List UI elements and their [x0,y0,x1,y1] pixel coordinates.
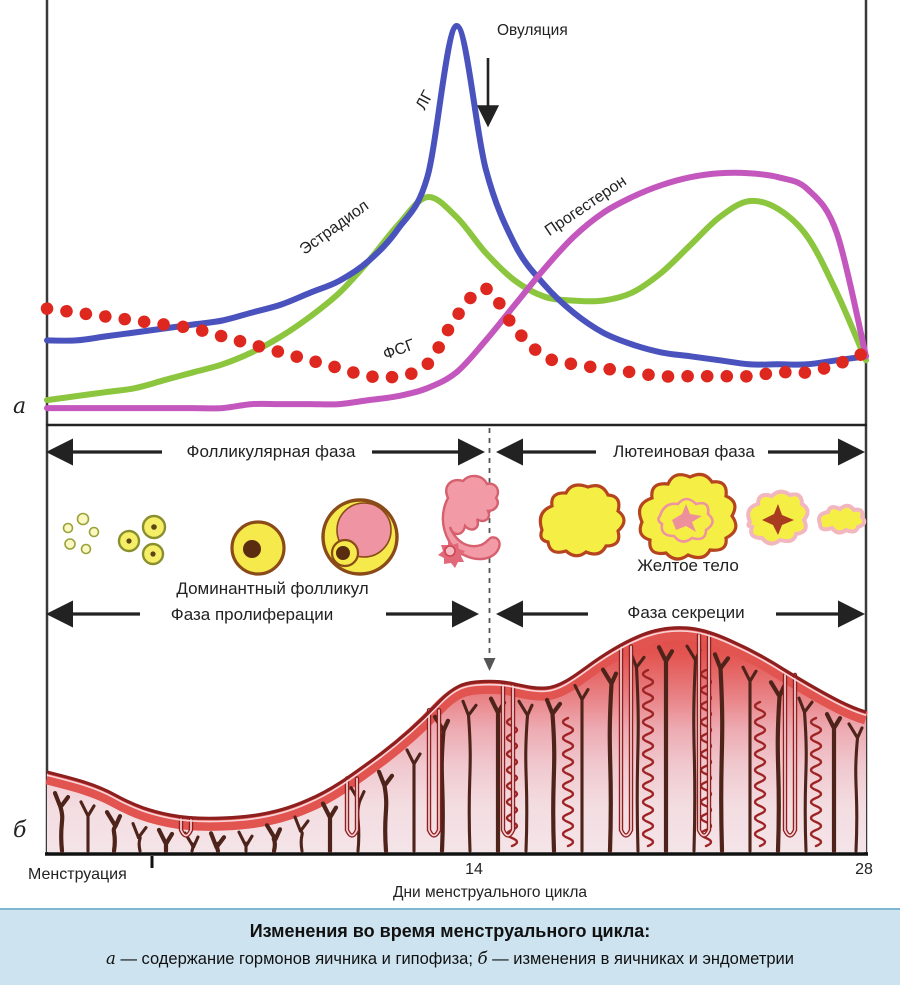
corpus-albicans-icon [817,503,867,535]
ovulation-label: Овуляция [497,22,568,39]
caption-a-text: — содержание гормонов яичника и гипофиза… [115,950,478,968]
endometrial-gland [79,800,96,853]
endometrial-crypt-inner [502,684,514,837]
caption-b-text: — изменения в яичниках и эндометрии [487,950,794,968]
dominant-follicle-label: Доминантный фолликул [176,579,369,598]
luteal-phase-label: Лютеиновая фаза [613,442,755,461]
endometrial-crypt-inner [346,777,358,837]
x-axis-title: Дни менструального цикла [392,884,588,901]
endometrial-gland [847,722,864,853]
endometrial-gland [237,830,254,853]
endometrial-gland [600,667,619,854]
endometrial-gland [264,823,283,854]
endometrial-gland [131,822,148,853]
endometrial-gland [544,697,563,854]
endometrial-gland [104,810,123,854]
day-28-tick-label: 28 [855,861,873,878]
endometrial-crypt-inner [784,674,796,837]
caption-title: Изменения во время менструального цикла: [249,921,651,941]
spiral-artery [809,716,823,848]
endometrial-crypt-inner [620,645,632,837]
endometrial-gland [712,652,731,854]
endometrium-glands [52,632,864,854]
endometrial-gland [824,712,843,854]
endometrium-illustration [47,626,866,854]
proliferation-phase-label: Фаза пролиферации [170,605,334,624]
secretion-phase-label: Фаза секреции [627,603,745,622]
endometrial-gland [573,684,590,853]
curve-estradiol [44,194,869,404]
endometrial-gland [293,815,310,853]
secondary-follicle-icon [230,520,286,576]
spiral-artery [753,700,767,848]
endometrial-gland [797,696,814,853]
endometrial-gland [461,699,478,853]
corpus-luteum-early-icon [538,483,626,558]
endometrial-gland [320,801,339,854]
follicular-phase-label: Фолликулярная фаза [186,442,356,461]
caption-a-key: а [106,949,116,968]
ovary-icons [62,472,867,576]
endometrial-crypt-inner [698,634,710,837]
corpus-luteum-regressing-icon [746,489,810,546]
day-14-tick-label: 14 [465,861,483,878]
caption-legend: а — содержание гормонов яичника и гипофи… [0,949,900,969]
endometrial-gland [741,665,758,853]
corpus-luteum-label: Желтое тело [637,556,739,575]
curve-lh [44,22,869,368]
endometrium-body [47,627,866,852]
spiral-artery [561,716,575,848]
endometrial-gland [517,699,534,853]
menstruation-label: Менструация [28,866,127,883]
caption-b-key: б [477,949,488,968]
endometrial-crypt-inner [428,709,440,837]
endometrial-gland [656,645,675,854]
figure-caption: Изменения во время менструального цикла:… [0,908,900,985]
ovulating-follicle-icon [438,474,501,568]
hormone-curves [40,22,873,412]
endometrial-gland [52,790,71,854]
panel-b-label: б [13,818,27,843]
endometrial-gland [156,827,175,854]
curve-fsh [40,282,873,384]
endometrial-gland [405,748,422,853]
panel-a-label: а [13,394,27,419]
spiral-artery [641,668,655,848]
endometrial-gland [376,769,395,854]
curve-progesterone [44,169,869,412]
corpus-luteum-mature-icon [638,472,738,561]
primary-follicles-icon [117,514,167,566]
endometrial-crypt-inner [180,817,192,837]
endometrial-gland [208,831,227,854]
primordial-follicles-icon [62,512,100,555]
dominant-follicle-icon [321,498,399,576]
